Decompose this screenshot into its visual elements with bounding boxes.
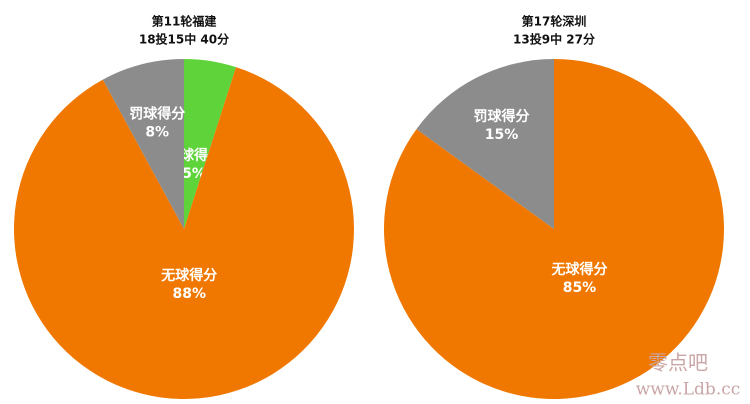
slice-value: 88% (172, 286, 206, 302)
slice-value: 5% (182, 166, 206, 182)
slice-value: 85% (563, 280, 597, 296)
slice-label: 无球得分 (160, 267, 217, 284)
slice-label: 罚球得分 (129, 106, 185, 123)
pie-slice (416, 59, 554, 229)
watermark-url: www.Ldb.cc (636, 380, 741, 400)
chart-title: 第17轮深圳 (522, 14, 587, 29)
pie-slice (14, 67, 354, 399)
watermark-name: 零点吧 (648, 351, 708, 375)
chart-subtitle: 13投9中 27分 (513, 32, 595, 47)
pie-slice (184, 59, 237, 229)
slice-value: 15% (485, 127, 519, 143)
slice-value: 8% (145, 125, 169, 141)
chart-title: 第11轮福建 (152, 14, 218, 29)
pie-slice (383, 59, 724, 399)
pie-slice (102, 59, 184, 229)
slice-label: 无球得分 (550, 261, 607, 278)
slice-label: 罚球得分 (474, 108, 530, 125)
chart-subtitle: 18投15中 40分 (139, 32, 229, 47)
